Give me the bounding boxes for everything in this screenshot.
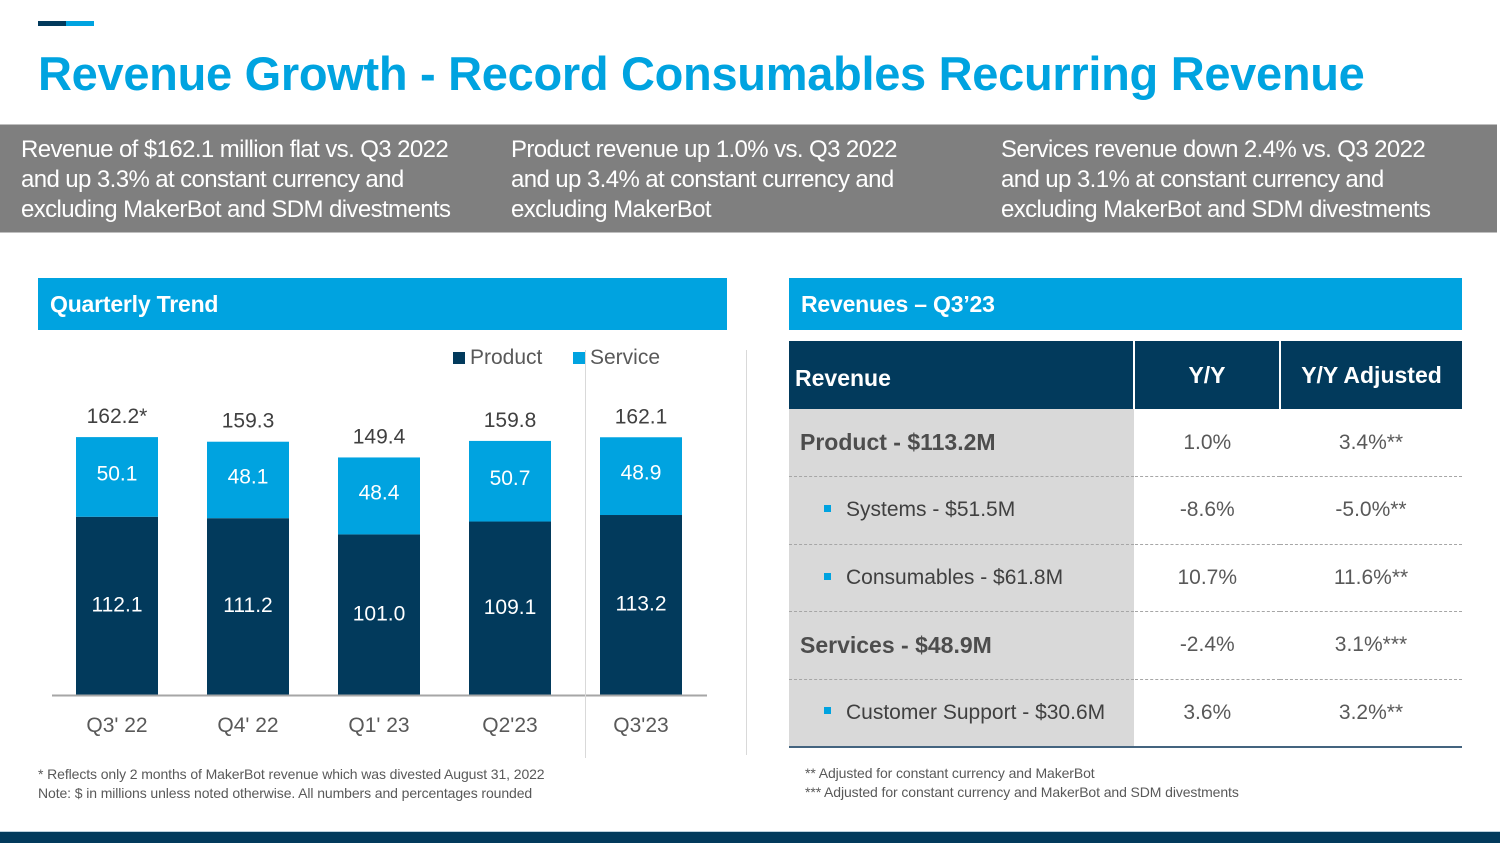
table-row: Systems - $51.5M -8.6% -5.0%** bbox=[789, 476, 1462, 545]
row-name-cell: Customer Support - $30.6M bbox=[789, 679, 1135, 748]
row-name-cell: Consumables - $61.8M bbox=[789, 544, 1135, 612]
summary-services: Services revenue down 2.4% vs. Q3 2022 a… bbox=[1001, 136, 1431, 223]
page-title: Revenue Growth - Record Consumables Recu… bbox=[38, 47, 1365, 100]
data-label-service: 48.4 bbox=[359, 481, 400, 504]
data-label-product: 112.1 bbox=[92, 593, 143, 616]
table-header-row: Revenue Y/Y Y/Y Adjusted bbox=[789, 341, 1462, 409]
table-row: Consumables - $61.8M 10.7% 11.6%** bbox=[789, 544, 1462, 612]
x-tick-label: Q4' 22 bbox=[217, 714, 278, 737]
table-row: Services - $48.9M -2.4% 3.1%*** bbox=[789, 611, 1462, 680]
accent-bar-dark bbox=[38, 21, 66, 26]
column-header-yy-adjusted: Y/Y Adjusted bbox=[1280, 341, 1462, 409]
row-name: Customer Support - $30.6M bbox=[846, 700, 1106, 724]
bottom-band bbox=[0, 831, 1500, 843]
row-yy: 1.0% bbox=[1134, 409, 1280, 477]
row-name: Product - $113.2M bbox=[789, 409, 1135, 477]
row-yy: -8.6% bbox=[1134, 476, 1280, 545]
data-label-product: 113.2 bbox=[616, 593, 667, 616]
column-header-revenue: Revenue bbox=[789, 341, 1135, 409]
table-footnotes: ** Adjusted for constant currency and Ma… bbox=[805, 764, 1239, 802]
x-tick-label: Q3'23 bbox=[613, 714, 668, 737]
data-label-total: 159.3 bbox=[222, 410, 275, 433]
data-label-product: 101.0 bbox=[353, 602, 406, 625]
x-tick-label: Q1' 23 bbox=[348, 714, 409, 737]
legend-swatch-product bbox=[453, 352, 465, 364]
row-yy-adjusted: -5.0%** bbox=[1280, 476, 1462, 545]
section-divider bbox=[746, 350, 747, 755]
chart-footnote-makerbot: * Reflects only 2 months of MakerBot rev… bbox=[38, 766, 545, 782]
bullet-icon bbox=[824, 572, 831, 580]
bar-service bbox=[338, 457, 420, 535]
row-yy: 3.6% bbox=[1134, 679, 1280, 748]
row-yy: 10.7% bbox=[1134, 544, 1280, 612]
table-footnote-double-star: ** Adjusted for constant currency and Ma… bbox=[805, 765, 1095, 781]
chart-footnotes: * Reflects only 2 months of MakerBot rev… bbox=[38, 765, 545, 803]
title-accent-bar bbox=[38, 21, 94, 26]
revenue-table: Revenue Y/Y Y/Y Adjusted Product - $113.… bbox=[789, 341, 1462, 748]
row-yy-adjusted: 3.4%** bbox=[1280, 409, 1462, 477]
summary-product: Product revenue up 1.0% vs. Q3 2022 and … bbox=[511, 136, 898, 223]
bar-product bbox=[600, 515, 682, 695]
chart-q3-divider bbox=[585, 350, 586, 758]
accent-bar-light bbox=[66, 21, 94, 26]
row-yy: -2.4% bbox=[1134, 611, 1280, 680]
legend-item-product: Product bbox=[453, 346, 542, 370]
chart-footnote-note: Note: $ in millions unless noted otherwi… bbox=[38, 785, 533, 801]
data-label-total: 162.1 bbox=[615, 405, 668, 428]
table-row: Customer Support - $30.6M 3.6% 3.2%** bbox=[789, 679, 1462, 748]
row-yy-adjusted: 3.1%*** bbox=[1280, 611, 1462, 680]
legend-swatch-service bbox=[573, 352, 585, 364]
data-label-product: 109.1 bbox=[484, 596, 537, 619]
row-name: Systems - $51.5M bbox=[846, 498, 1016, 522]
summary-band: Revenue of $162.1 million flat vs. Q3 20… bbox=[0, 124, 1497, 233]
bar-product bbox=[207, 518, 289, 695]
data-label-service: 50.1 bbox=[97, 462, 138, 485]
row-name: Consumables - $61.8M bbox=[846, 565, 1064, 589]
bar-product bbox=[76, 516, 158, 695]
quarterly-trend-chart: 112.1 50.1 162.2* Q3' 22 111.2 48.1 159.3 Q4' 2… bbox=[52, 405, 707, 737]
data-label-total: 149.4 bbox=[353, 425, 406, 448]
bar-service bbox=[600, 437, 682, 516]
data-label-service: 48.9 bbox=[621, 462, 662, 485]
row-name: Services - $48.9M bbox=[789, 611, 1135, 680]
data-label-product: 111.2 bbox=[223, 594, 272, 617]
bar-product bbox=[338, 534, 420, 695]
table-row: Product - $113.2M 1.0% 3.4%** bbox=[789, 409, 1462, 477]
row-yy-adjusted: 11.6%** bbox=[1280, 544, 1462, 612]
row-yy-adjusted: 3.2%** bbox=[1280, 679, 1462, 748]
quarterly-trend-header: Quarterly Trend bbox=[38, 278, 727, 330]
data-label-total: 162.2* bbox=[87, 405, 148, 428]
bar-service bbox=[76, 437, 158, 517]
revenues-q3-header: Revenues – Q3’23 bbox=[789, 278, 1462, 330]
table-footnote-triple-star: *** Adjusted for constant currency and M… bbox=[805, 784, 1239, 800]
x-tick-label: Q2'23 bbox=[482, 714, 537, 737]
legend-item-service: Service bbox=[573, 346, 660, 370]
data-label-total: 159.8 bbox=[484, 409, 537, 432]
legend-label-service: Service bbox=[590, 346, 661, 369]
data-label-service: 48.1 bbox=[228, 465, 269, 488]
row-name-cell: Systems - $51.5M bbox=[789, 476, 1135, 545]
legend-label-product: Product bbox=[470, 346, 543, 369]
bar-service bbox=[469, 440, 551, 522]
bullet-icon bbox=[824, 505, 831, 513]
column-header-yy: Y/Y bbox=[1134, 341, 1281, 409]
bullet-icon bbox=[824, 707, 831, 715]
summary-revenue: Revenue of $162.1 million flat vs. Q3 20… bbox=[21, 136, 451, 223]
bar-product bbox=[469, 521, 551, 695]
x-tick-label: Q3' 22 bbox=[86, 714, 147, 737]
data-label-service: 50.7 bbox=[490, 467, 531, 490]
bar-service bbox=[207, 441, 289, 519]
